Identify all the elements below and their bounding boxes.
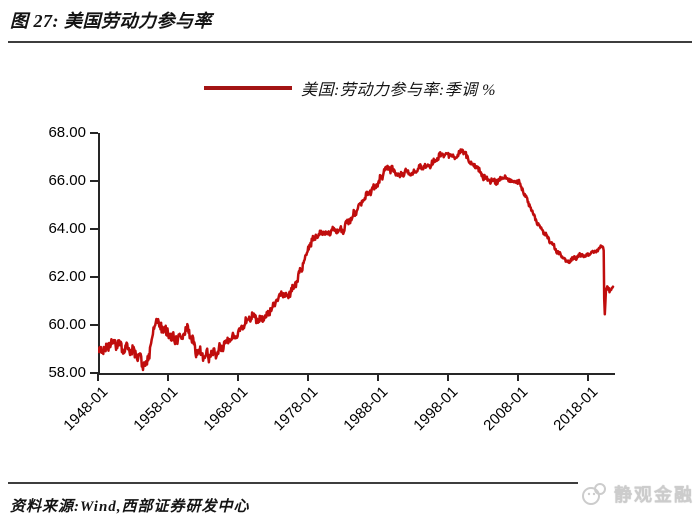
y-tick-label: 60.00 xyxy=(48,316,86,333)
y-tick-mark xyxy=(90,324,98,326)
x-tick-mark xyxy=(167,373,170,381)
x-tick-mark xyxy=(517,373,520,381)
y-tick-label: 62.00 xyxy=(48,268,86,285)
x-tick-label: 2018-01 xyxy=(550,383,602,435)
x-tick-mark xyxy=(97,373,99,381)
y-tick-label: 68.00 xyxy=(48,124,86,141)
x-tick-label: 2008-01 xyxy=(480,383,532,435)
y-tick-label: 64.00 xyxy=(48,220,86,237)
y-tick-label: 66.00 xyxy=(48,172,86,189)
watermark-text: 静观金融 xyxy=(614,485,694,505)
legend-series-label: 美国:劳动力参与率:季调 % xyxy=(301,82,496,99)
y-tick-mark xyxy=(90,180,98,182)
legend-line-swatch xyxy=(204,86,292,90)
y-axis-line xyxy=(98,133,100,375)
y-tick-mark xyxy=(90,276,98,278)
x-tick-mark xyxy=(587,373,590,381)
x-tick-mark xyxy=(307,373,310,381)
x-tick-label: 1968-01 xyxy=(200,383,252,435)
x-tick-label: 1988-01 xyxy=(340,383,392,435)
figure-title: 图 27: 美国劳动力参与率 xyxy=(10,11,212,31)
x-tick-label: 1948-01 xyxy=(60,383,112,435)
x-tick-label: 1958-01 xyxy=(130,383,182,435)
watermark-logo-icon xyxy=(582,483,606,505)
source-note: 资料来源:Wind,西部证券研发中心 xyxy=(10,499,250,515)
x-tick-mark xyxy=(447,373,450,381)
y-tick-mark xyxy=(90,228,98,230)
x-tick-label: 1998-01 xyxy=(410,383,462,435)
x-tick-mark xyxy=(237,373,240,381)
title-divider xyxy=(8,41,692,43)
watermark: 静观金融 xyxy=(578,479,696,509)
y-tick-mark xyxy=(90,372,98,374)
plot-area xyxy=(98,148,615,372)
series-line-us-lfpr xyxy=(98,148,615,372)
x-axis-line xyxy=(98,373,615,375)
footer-divider xyxy=(8,482,692,484)
x-tick-mark xyxy=(377,373,380,381)
chart-legend: 美国:劳动力参与率:季调 % xyxy=(204,76,496,100)
y-tick-label: 58.00 xyxy=(48,364,86,381)
y-tick-mark xyxy=(90,132,98,134)
x-tick-label: 1978-01 xyxy=(270,383,322,435)
